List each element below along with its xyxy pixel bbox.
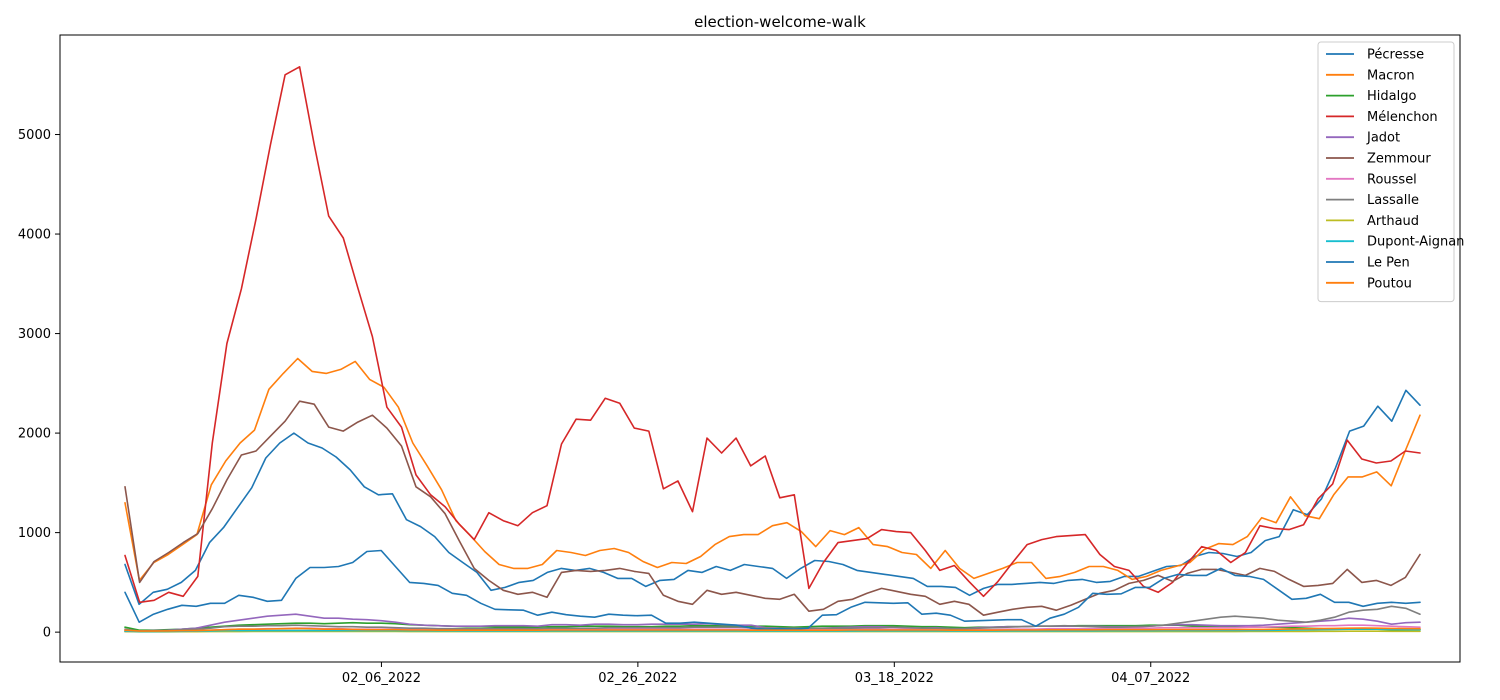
y-axis: 0 1000 2000 3000 4000 5000 bbox=[18, 128, 60, 641]
legend-box bbox=[1317, 41, 1455, 303]
y-tick-label: 3000 bbox=[18, 327, 51, 342]
y-tick-label: 1000 bbox=[18, 526, 51, 541]
x-tick-label: 04_07_2022 bbox=[1111, 671, 1190, 686]
series-line-hidalgo bbox=[124, 621, 1421, 632]
x-axis: 02_06_2022 02_26_2022 03_18_2022 04_07_2022 bbox=[342, 662, 1190, 686]
series-line-m-lenchon bbox=[124, 66, 1421, 604]
legend-label: Jadot bbox=[1366, 131, 1400, 146]
series-line-macron bbox=[124, 357, 1421, 582]
y-tick-label: 0 bbox=[43, 626, 51, 641]
y-tick-label: 4000 bbox=[18, 228, 51, 243]
x-tick-label: 02_06_2022 bbox=[342, 671, 421, 686]
plot-area bbox=[59, 34, 1461, 663]
legend-label: Roussel bbox=[1367, 172, 1417, 187]
series-line-zemmour bbox=[124, 400, 1421, 617]
series-line-p-cresse bbox=[124, 389, 1421, 606]
legend-label: Mélenchon bbox=[1367, 110, 1438, 125]
x-tick-label: 02_26_2022 bbox=[598, 671, 677, 686]
legend-label: Lassalle bbox=[1367, 193, 1419, 208]
legend-label: Le Pen bbox=[1367, 256, 1410, 271]
legend-label: Pécresse bbox=[1367, 48, 1424, 63]
legend-label: Hidalgo bbox=[1367, 89, 1416, 104]
legend-label: Dupont-Aignan bbox=[1367, 235, 1464, 250]
x-tick-label: 03_18_2022 bbox=[855, 671, 934, 686]
series-line-le-pen bbox=[124, 549, 1421, 631]
legend-label: Arthaud bbox=[1367, 214, 1419, 229]
legend: Pécresse Macron Hidalgo Mélenchon Jadot Zemmo… bbox=[1317, 41, 1464, 303]
legend-label: Zemmour bbox=[1367, 152, 1431, 167]
y-tick-label: 2000 bbox=[18, 427, 51, 442]
legend-label: Macron bbox=[1367, 68, 1415, 83]
series-line-poutou bbox=[124, 627, 1421, 632]
series-lines bbox=[124, 66, 1421, 633]
y-tick-label: 5000 bbox=[18, 128, 51, 143]
chart-title: election-welcome-walk bbox=[694, 13, 866, 31]
legend-label: Poutou bbox=[1367, 276, 1412, 291]
